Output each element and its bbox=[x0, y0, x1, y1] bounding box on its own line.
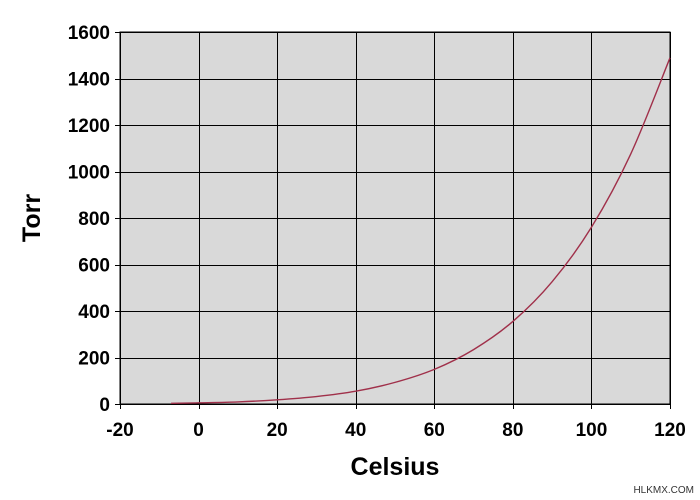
y-tick-label-1: 200 bbox=[78, 349, 110, 370]
y-tick-label-5: 1000 bbox=[68, 163, 110, 184]
x-tick-label-3: 40 bbox=[345, 420, 366, 441]
y-tick-label-4: 800 bbox=[78, 209, 110, 230]
grid-lines bbox=[115, 32, 671, 409]
series-line-0 bbox=[171, 57, 671, 404]
x-tick-label-7: 120 bbox=[654, 420, 686, 441]
y-tick-label-6: 1200 bbox=[68, 116, 110, 137]
x-tick-label-4: 60 bbox=[424, 420, 445, 441]
x-tick-label-1: 0 bbox=[193, 420, 204, 441]
y-tick-label-2: 400 bbox=[78, 302, 110, 323]
y-axis-title: Torr bbox=[18, 194, 46, 242]
x-tick-label-6: 100 bbox=[576, 420, 608, 441]
y-tick-label-0: 0 bbox=[99, 395, 110, 416]
y-tick-labels: 0 200 400 600 800 1000 1200 1400 1600 bbox=[68, 23, 110, 416]
y-tick-label-8: 1600 bbox=[68, 23, 110, 44]
x-tick-label-5: 80 bbox=[502, 420, 523, 441]
watermark: HLKMX.COM bbox=[633, 485, 694, 496]
y-tick-label-7: 1400 bbox=[68, 70, 110, 91]
x-tick-label-2: 20 bbox=[267, 420, 288, 441]
y-tick-label-3: 600 bbox=[78, 256, 110, 277]
x-tick-labels: -20 0 20 40 60 80 100 120 bbox=[106, 420, 686, 441]
x-tick-label-0: -20 bbox=[106, 420, 133, 441]
x-axis-title: Celsius bbox=[351, 453, 440, 481]
series-layer bbox=[171, 57, 671, 404]
